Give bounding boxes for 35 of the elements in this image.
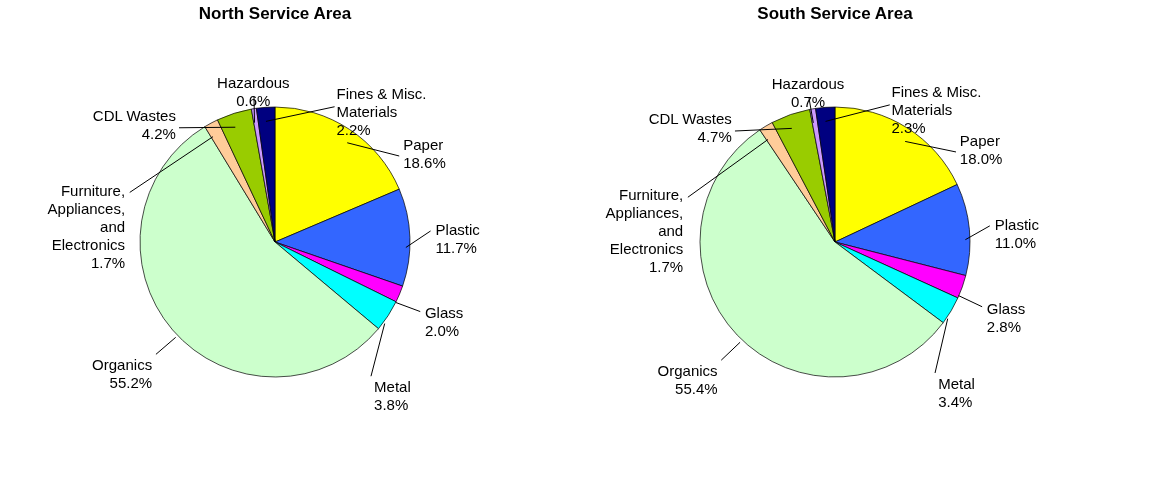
data-label: 1.7% xyxy=(90,253,126,271)
chart-title: North Service Area xyxy=(198,4,352,23)
data-label: 3.4% xyxy=(938,392,973,410)
slice-label: Organics xyxy=(92,355,153,373)
slice-label: Glass xyxy=(986,299,1026,317)
slice-label: Metal xyxy=(374,378,411,396)
slice-label: Plastic xyxy=(435,221,481,239)
slice-label: Fines & Misc. Materials xyxy=(891,83,982,119)
slice-label: CDL Wastes xyxy=(648,110,732,128)
slice-label: CDL Wastes xyxy=(92,106,176,124)
data-label: 55.4% xyxy=(675,379,718,397)
slice-label: Furniture, Appliances, and Electronics xyxy=(605,186,684,258)
data-label: 1.7% xyxy=(648,258,684,276)
data-label: 55.2% xyxy=(109,373,153,391)
slice-label: Fines & Misc. Materials xyxy=(336,85,427,121)
data-label: 3.8% xyxy=(374,396,409,414)
data-label: 11.7% xyxy=(435,239,477,257)
slice-label: Glass xyxy=(424,304,464,322)
slice-label: Hazardous xyxy=(217,74,290,92)
data-label: 0.6% xyxy=(236,92,271,110)
data-label: 4.7% xyxy=(697,128,732,146)
slice-label: Furniture, Appliances, and Electronics xyxy=(47,181,126,253)
slice-label: Plastic xyxy=(994,216,1040,234)
data-label: 2.0% xyxy=(424,322,460,340)
slice-label: Paper xyxy=(959,131,1000,149)
chart-title: South Service Area xyxy=(757,4,914,23)
slice-label: Metal xyxy=(938,374,975,392)
data-label: 2.8% xyxy=(986,317,1022,335)
data-label: 4.2% xyxy=(141,124,176,142)
slice-label: Hazardous xyxy=(771,75,845,93)
slice-label: Organics xyxy=(657,361,718,379)
data-label: 18.0% xyxy=(959,149,1003,167)
slice-label: Paper xyxy=(403,135,444,153)
data-label: 18.6% xyxy=(403,153,446,171)
data-label: 11.0% xyxy=(994,234,1037,252)
